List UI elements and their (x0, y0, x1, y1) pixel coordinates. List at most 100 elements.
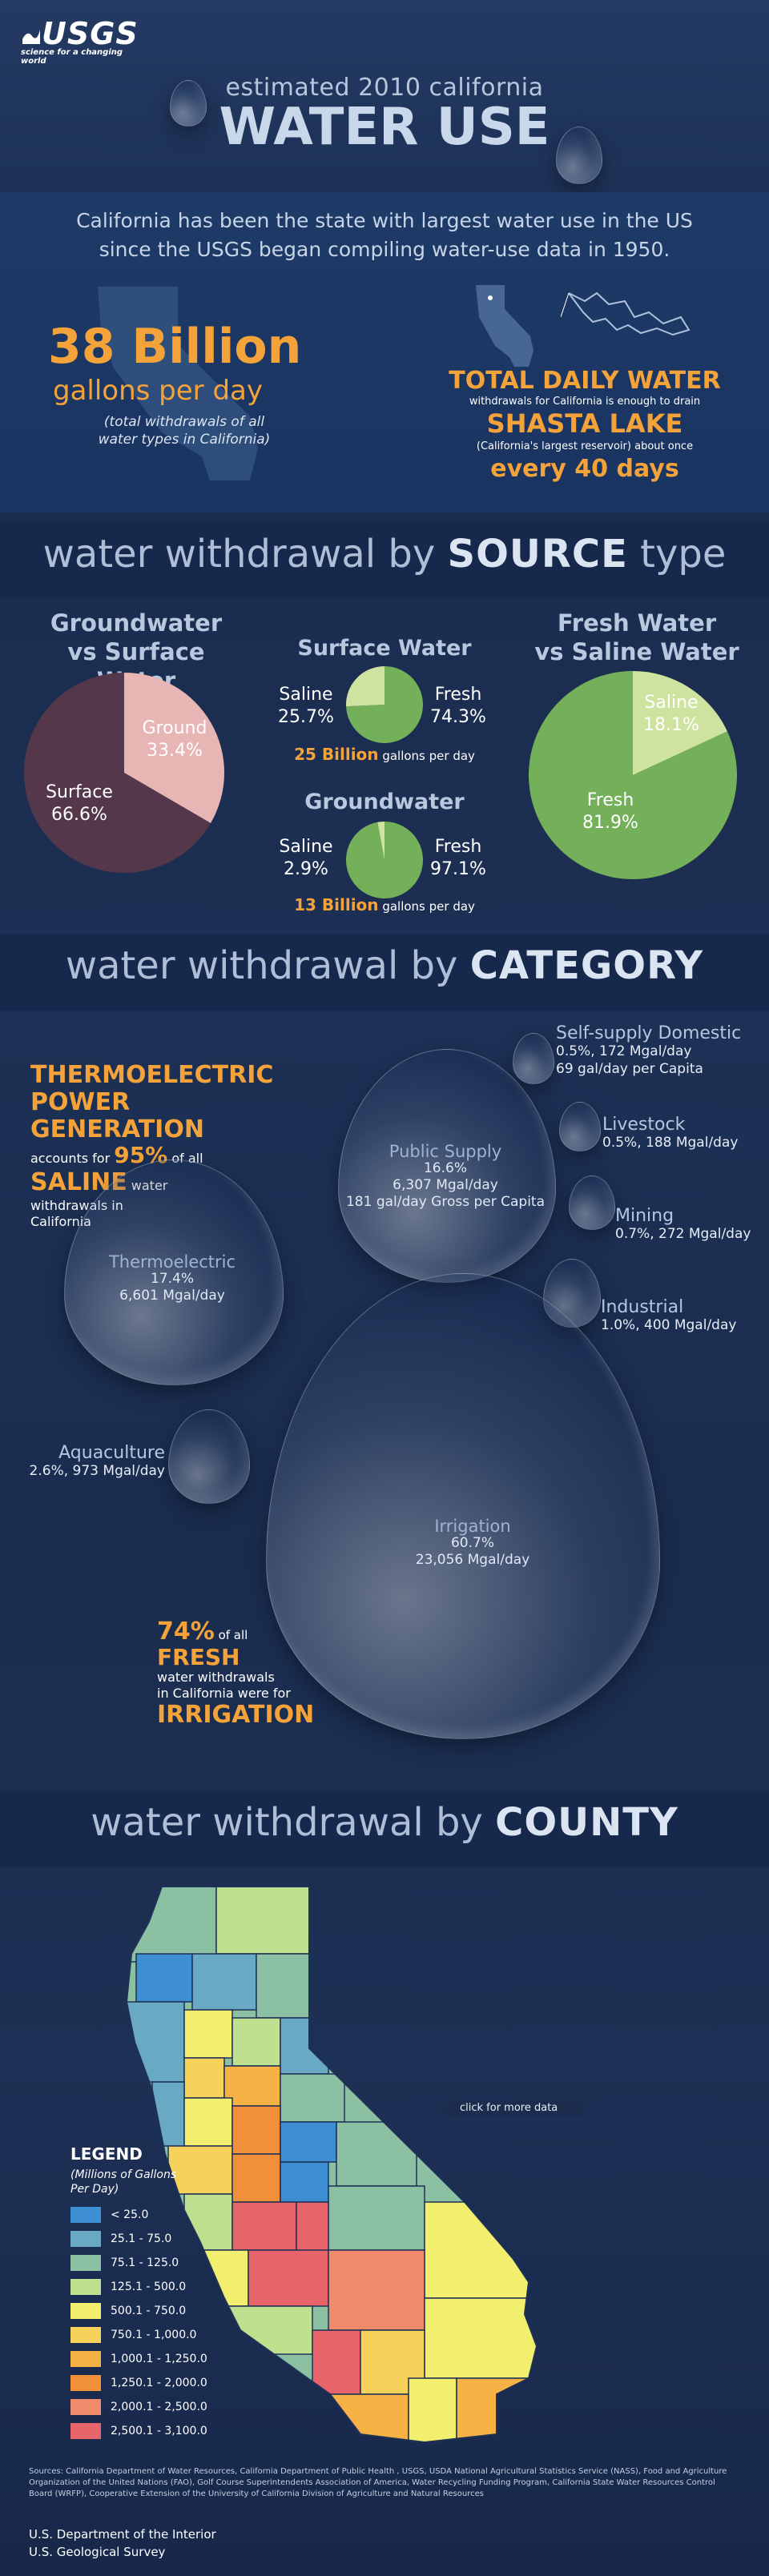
legend-label: 1,000.1 - 1,250.0 (111, 2353, 207, 2365)
california-county-map[interactable] (120, 1882, 617, 2458)
pie-slice-sw-saline (346, 666, 384, 707)
irrigation-callout-pct: 74% (157, 1618, 215, 1646)
pie2-saline: Saline 25.7% (274, 684, 338, 729)
fresh-vs-saline-title: Fresh Water vs Saline Water (529, 609, 745, 666)
legend-subtitle2: Per Day) (70, 2183, 119, 2196)
label-aquaculture: Aquaculture 2.6%, 973 Mgal/day (16, 1445, 165, 1480)
fvs-title1: Fresh Water (557, 609, 717, 637)
self-supply-name: Self-supply Domestic (556, 1023, 742, 1043)
california-silhouette-left (98, 287, 258, 480)
stat-unit: gallons per day (53, 375, 264, 407)
shasta-lake-label: SHASTA LAKE (486, 408, 683, 439)
pie-slice-sw-fresh (346, 666, 423, 743)
every-40-days: every 40 days (490, 455, 679, 483)
pie4-fresh: Fresh 81.9% (570, 790, 650, 834)
pie-slice-gw-saline (377, 822, 384, 860)
label-livestock: Livestock 0.5%, 188 Mgal/day (602, 1116, 763, 1151)
sw-amount-value: 25 Billion (294, 745, 379, 764)
irrigation-l2: 23,056 Mgal/day (415, 1552, 530, 1568)
pie1-ground-pct: 33.4% (147, 741, 203, 761)
irrigation-name: Irrigation (434, 1517, 511, 1536)
category-section-title: water withdrawal by CATEGORY (0, 943, 769, 988)
public-supply-l3: 181 gal/day Gross per Capita (345, 1194, 546, 1210)
gw-vs-sw-title1: Groundwater (50, 609, 223, 637)
livestock-name: Livestock (602, 1115, 686, 1135)
groundwater-title: Groundwater (304, 790, 465, 814)
category-title-pre: water withdrawal by (65, 943, 470, 988)
header-line1: estimated 2010 california (225, 74, 544, 102)
public-supply-name: Public Supply (389, 1142, 502, 1161)
header-drop-right (556, 127, 602, 184)
label-thermoelectric: Thermoelectric 17.4% 6,601 Mgal/day (88, 1254, 256, 1304)
legend-item: 2,000.1 - 2,500.0 (70, 2399, 207, 2415)
thermo-callout-l6: California (30, 1214, 91, 1229)
drop-thermoelectric (64, 1159, 284, 1385)
intro-text: California has been the state with large… (76, 209, 693, 261)
usgs-wave-icon (22, 30, 40, 44)
gw-amount-unit: gallons per day (378, 899, 475, 914)
legend-item: 75.1 - 125.0 (70, 2255, 179, 2271)
footer-department: U.S. Department of the Interior (29, 2527, 216, 2542)
livestock-l1: 0.5%, 188 Mgal/day (602, 1135, 739, 1151)
legend-subtitle1: (Millions of Gallons (70, 2168, 177, 2181)
usgs-tagline: science for a changing world (21, 48, 123, 66)
irrigation-callout-l3: water withdrawals (157, 1670, 275, 1685)
legend-label: 500.1 - 750.0 (111, 2305, 187, 2317)
irrigation-callout-l4: in California were for (157, 1686, 291, 1701)
legend-swatch (70, 2279, 101, 2295)
pie4-saline-pct: 18.1% (643, 715, 699, 735)
pie2-fresh-pct: 74.3% (430, 707, 486, 727)
public-supply-l2: 6,307 Mgal/day (393, 1177, 498, 1193)
source-title-pre: water withdrawal by (42, 532, 448, 577)
drop-public-supply (338, 1049, 556, 1283)
category-title-bold: CATEGORY (469, 943, 704, 988)
source-section-title: water withdrawal by SOURCE type (0, 532, 769, 577)
legend-item: 1,000.1 - 1,250.0 (70, 2351, 207, 2367)
arrow-left-icon (439, 2096, 583, 2120)
irrigation-callout-fresh: FRESH (157, 1644, 240, 1670)
self-supply-l2: 69 gal/day per Capita (556, 1061, 703, 1077)
pie3-fresh-name: Fresh (434, 837, 482, 857)
shasta-lake-outline (561, 291, 690, 336)
sw-amount-unit: gallons per day (378, 749, 475, 763)
self-supply-l1: 0.5%, 172 Mgal/day (556, 1043, 692, 1059)
label-public-supply: Public Supply 16.6% 6,307 Mgal/day 181 g… (301, 1143, 590, 1211)
mining-l1: 0.7%, 272 Mgal/day (615, 1226, 751, 1242)
label-self-supply: Self-supply Domestic 0.5%, 172 Mgal/day … (556, 1025, 756, 1078)
stat-note: (total withdrawals of all water types in… (98, 414, 271, 448)
pie-slice-saline (633, 671, 727, 775)
stat-value: 38 Billion (48, 319, 302, 375)
source-title-band (0, 520, 769, 597)
legend-item: 125.1 - 500.0 (70, 2279, 186, 2295)
county-title-pre: water withdrawal by (91, 1800, 496, 1845)
pie2-fresh-name: Fresh (434, 685, 482, 705)
thermo-callout-l3a: accounts for (30, 1151, 115, 1166)
thermoelectric-l1: 17.4% (150, 1271, 194, 1287)
pie4-fresh-pct: 81.9% (582, 813, 638, 833)
label-mining: Mining 0.7%, 272 Mgal/day (615, 1208, 767, 1243)
legend-swatch (70, 2375, 101, 2391)
category-title-band (0, 934, 769, 1011)
legend-swatch (70, 2255, 101, 2271)
label-industrial: Industrial 1.0%, 400 Mgal/day (601, 1299, 761, 1334)
pie2-saline-pct: 25.7% (278, 707, 334, 727)
daily-water-title: TOTAL DAILY WATER (449, 367, 721, 395)
pie3-saline-pct: 2.9% (284, 859, 328, 879)
pie1-surface-name: Surface (46, 782, 113, 802)
more-data-button[interactable]: click for more data (439, 2096, 583, 2120)
legend-item: 1,250.1 - 2,000.0 (70, 2375, 207, 2391)
drop-mining (569, 1175, 615, 1230)
irrigation-callout: 74% of all FRESH water withdrawals in Ca… (157, 1618, 365, 1729)
legend-swatch (70, 2399, 101, 2415)
pie3-saline: Saline 2.9% (274, 836, 338, 881)
legend-item: 750.1 - 1,000.0 (70, 2327, 196, 2343)
drop-self-supply (513, 1033, 554, 1084)
legend-item: 500.1 - 750.0 (70, 2303, 186, 2319)
thermo-callout-l1: THERMOELECTRIC (30, 1061, 274, 1089)
public-supply-l1: 16.6% (423, 1160, 467, 1176)
usgs-logo[interactable]: USGS science for a changing world (21, 16, 149, 66)
legend-item: 25.1 - 75.0 (70, 2231, 171, 2247)
legend-label: < 25.0 (111, 2208, 149, 2221)
legend-label: 25.1 - 75.0 (111, 2232, 172, 2245)
legend-label: 2,000.1 - 2,500.0 (111, 2401, 207, 2413)
